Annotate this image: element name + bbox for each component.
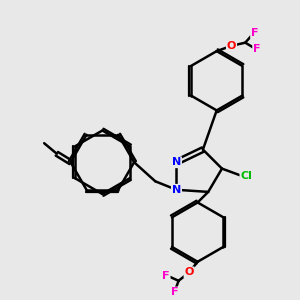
- Text: N: N: [172, 185, 181, 195]
- Text: N: N: [172, 157, 181, 167]
- Text: F: F: [253, 44, 261, 54]
- Text: O: O: [184, 267, 194, 277]
- Text: F: F: [251, 28, 259, 38]
- Text: F: F: [171, 287, 178, 297]
- Text: F: F: [162, 271, 169, 281]
- Text: Cl: Cl: [240, 171, 252, 181]
- Text: O: O: [227, 41, 236, 51]
